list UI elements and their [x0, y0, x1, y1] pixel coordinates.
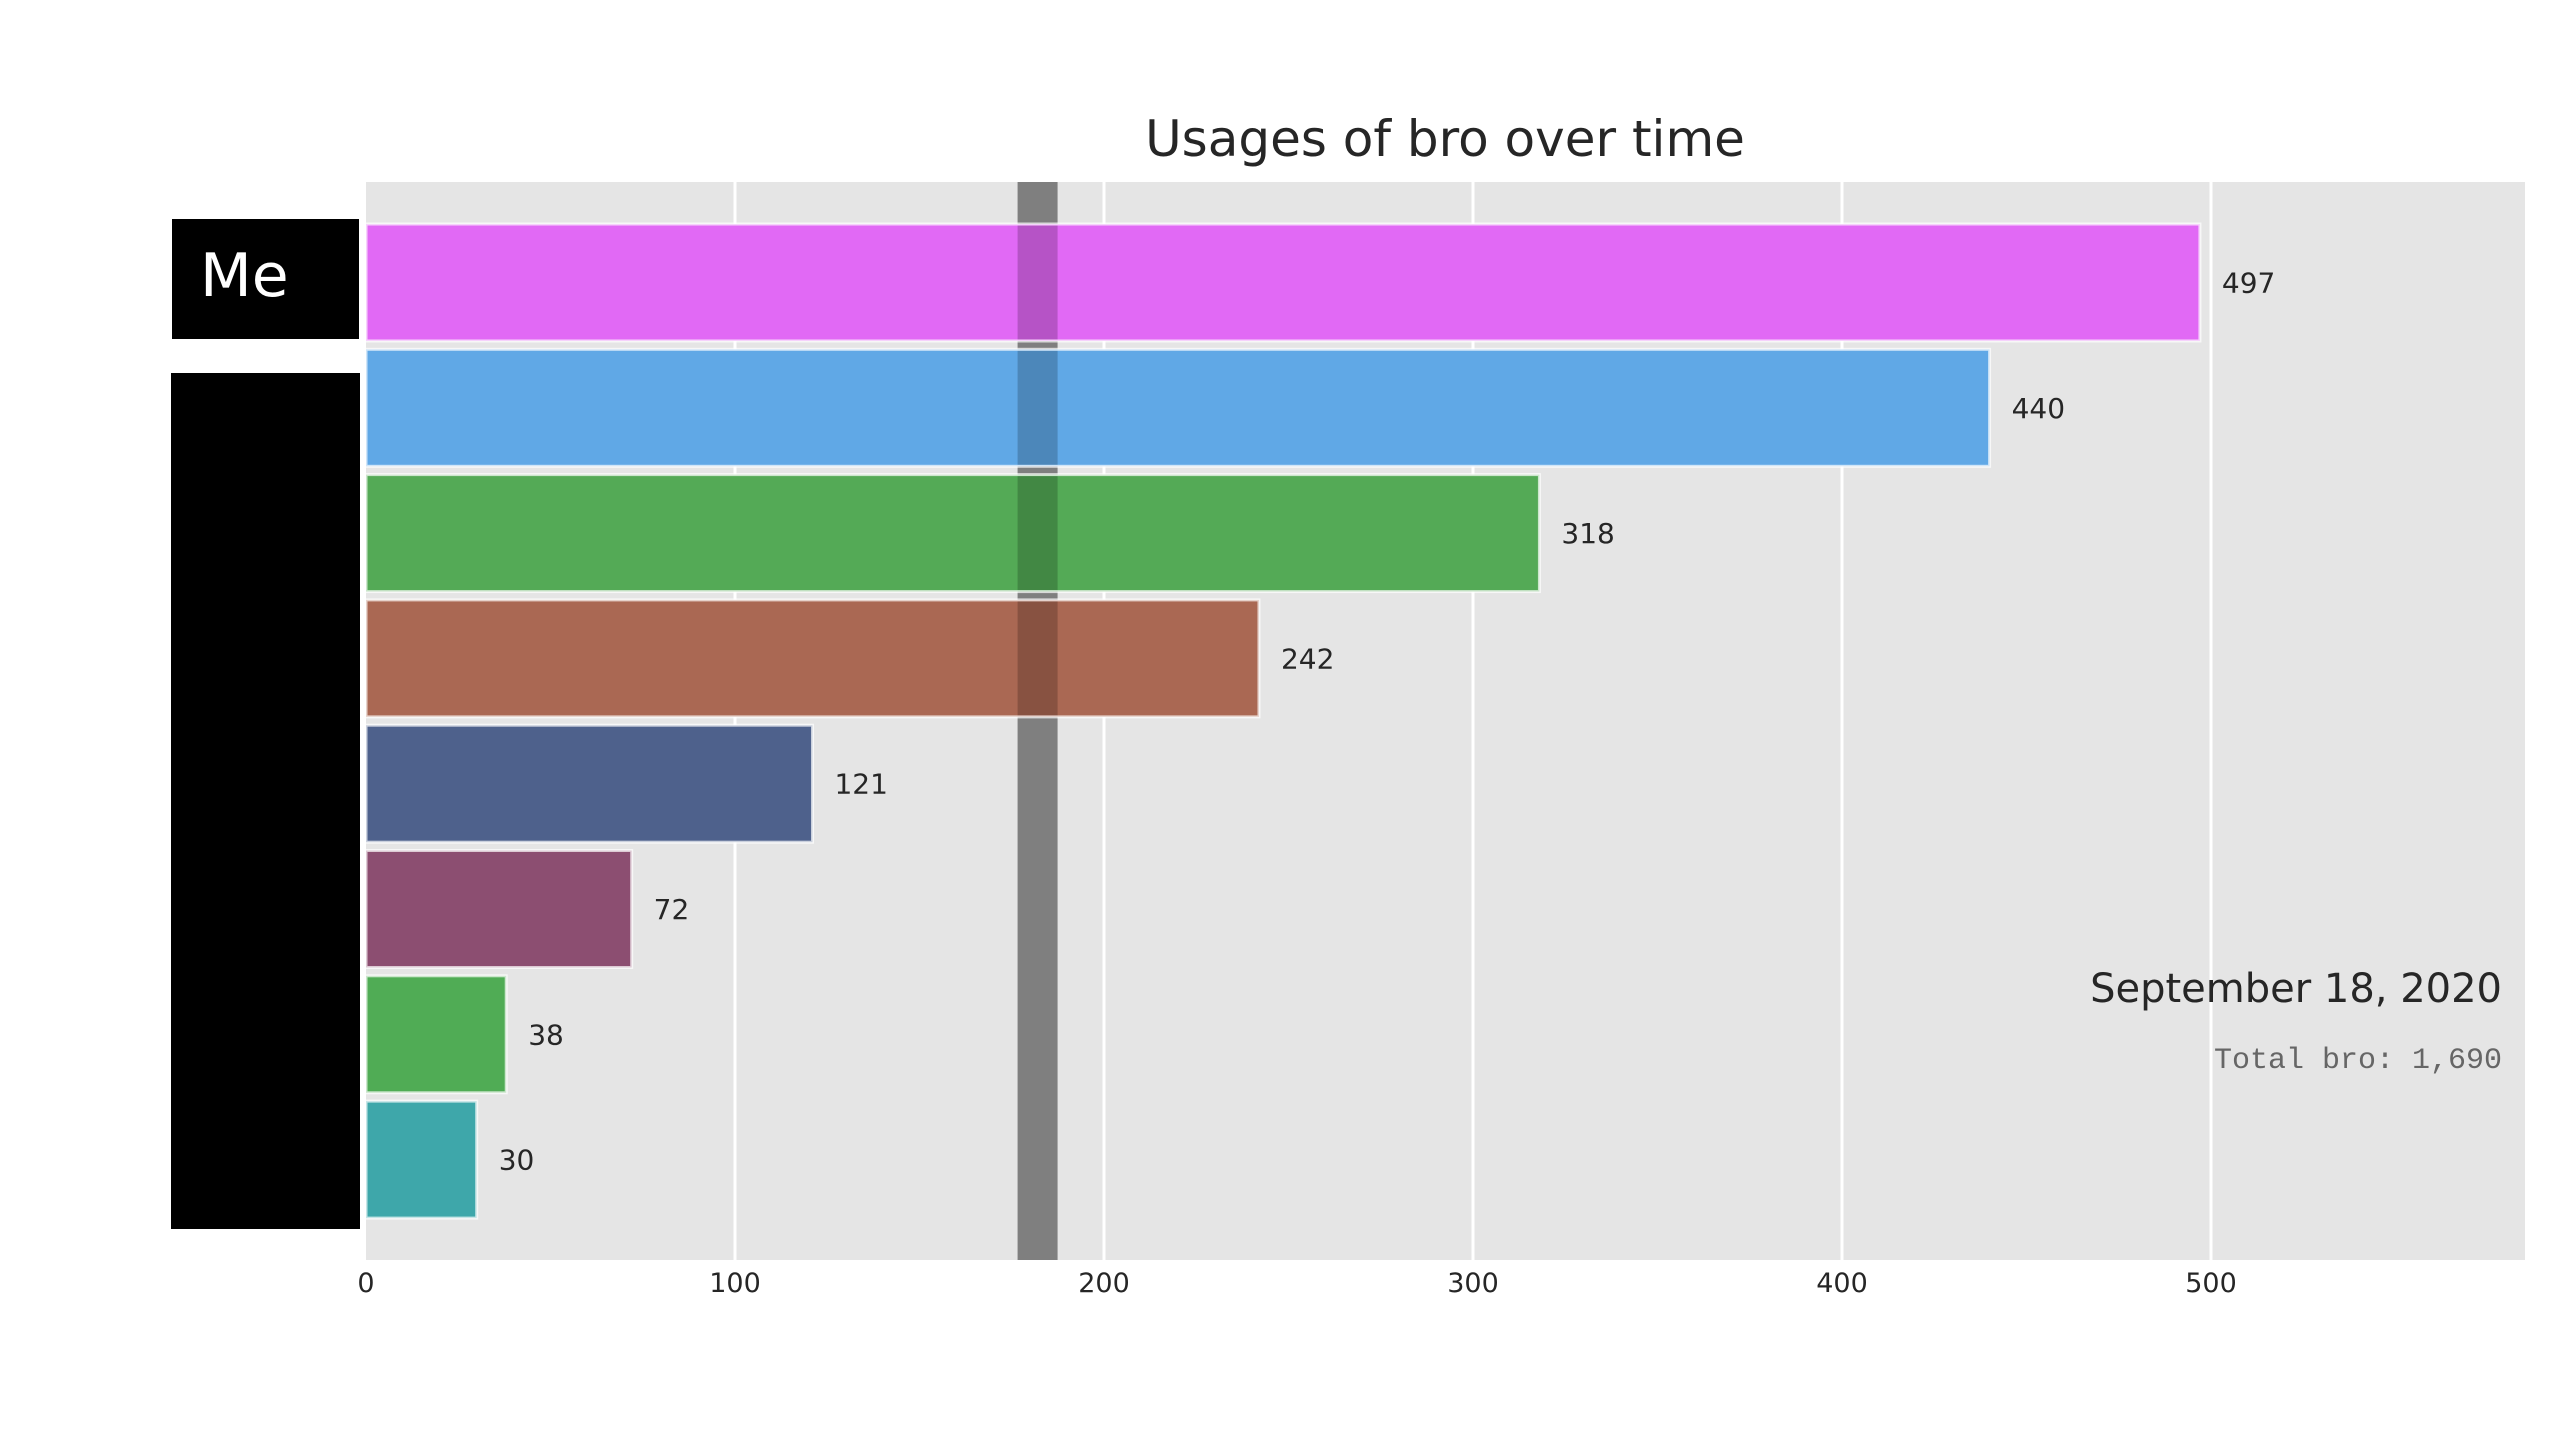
bar-value-label: 497: [2222, 267, 2275, 300]
marker-bar-overlap: [1017, 476, 1058, 591]
category-label: Me: [200, 241, 289, 311]
bar-value-label: 440: [2012, 392, 2065, 425]
bar-value-label: 30: [499, 1144, 535, 1177]
bar-value-label: 72: [654, 893, 690, 926]
x-tick-label: 100: [709, 1268, 761, 1299]
bar: [364, 473, 1541, 594]
x-axis-ticks: 0 100 200 300 400 500: [357, 1268, 2236, 1299]
x-tick-label: 400: [1816, 1268, 1868, 1299]
category-label-box: [172, 219, 359, 339]
plot-background: [366, 182, 2525, 1260]
bars: [364, 222, 2202, 1220]
category-labels: Me: [171, 219, 360, 1229]
redacted-category-labels: [171, 373, 360, 1229]
value-labels: 497 440 318 242 121 72 38 30: [499, 267, 2276, 1177]
bar: [364, 1099, 479, 1220]
marker-band: [1017, 182, 1058, 1260]
total-label: Total bro: 1,690: [2214, 1044, 2502, 1078]
bar: [364, 723, 814, 844]
bar-value-label: 121: [834, 768, 887, 801]
bar: [364, 598, 1261, 719]
bar-value-label: 318: [1561, 517, 1614, 550]
bar: [364, 347, 1992, 468]
x-tick-label: 0: [357, 1268, 374, 1299]
x-tick-label: 300: [1447, 1268, 1499, 1299]
bar: [364, 849, 634, 969]
marker-overlay: [1017, 225, 1058, 716]
bar-value-label: 38: [528, 1018, 564, 1051]
bar: [364, 222, 2202, 343]
chart-title: Usages of bro over time: [1145, 110, 1745, 168]
x-tick-label: 200: [1078, 1268, 1130, 1299]
marker-bar-overlap: [1017, 350, 1058, 465]
date-label: September 18, 2020: [2090, 966, 2502, 1012]
bar: [364, 974, 508, 1095]
marker-bar-overlap: [1017, 225, 1058, 340]
bar-value-label: 242: [1281, 642, 1334, 675]
x-tick-label: 500: [2185, 1268, 2237, 1299]
marker-layer: [1017, 182, 1058, 1260]
marker-bar-overlap: [1017, 601, 1058, 716]
